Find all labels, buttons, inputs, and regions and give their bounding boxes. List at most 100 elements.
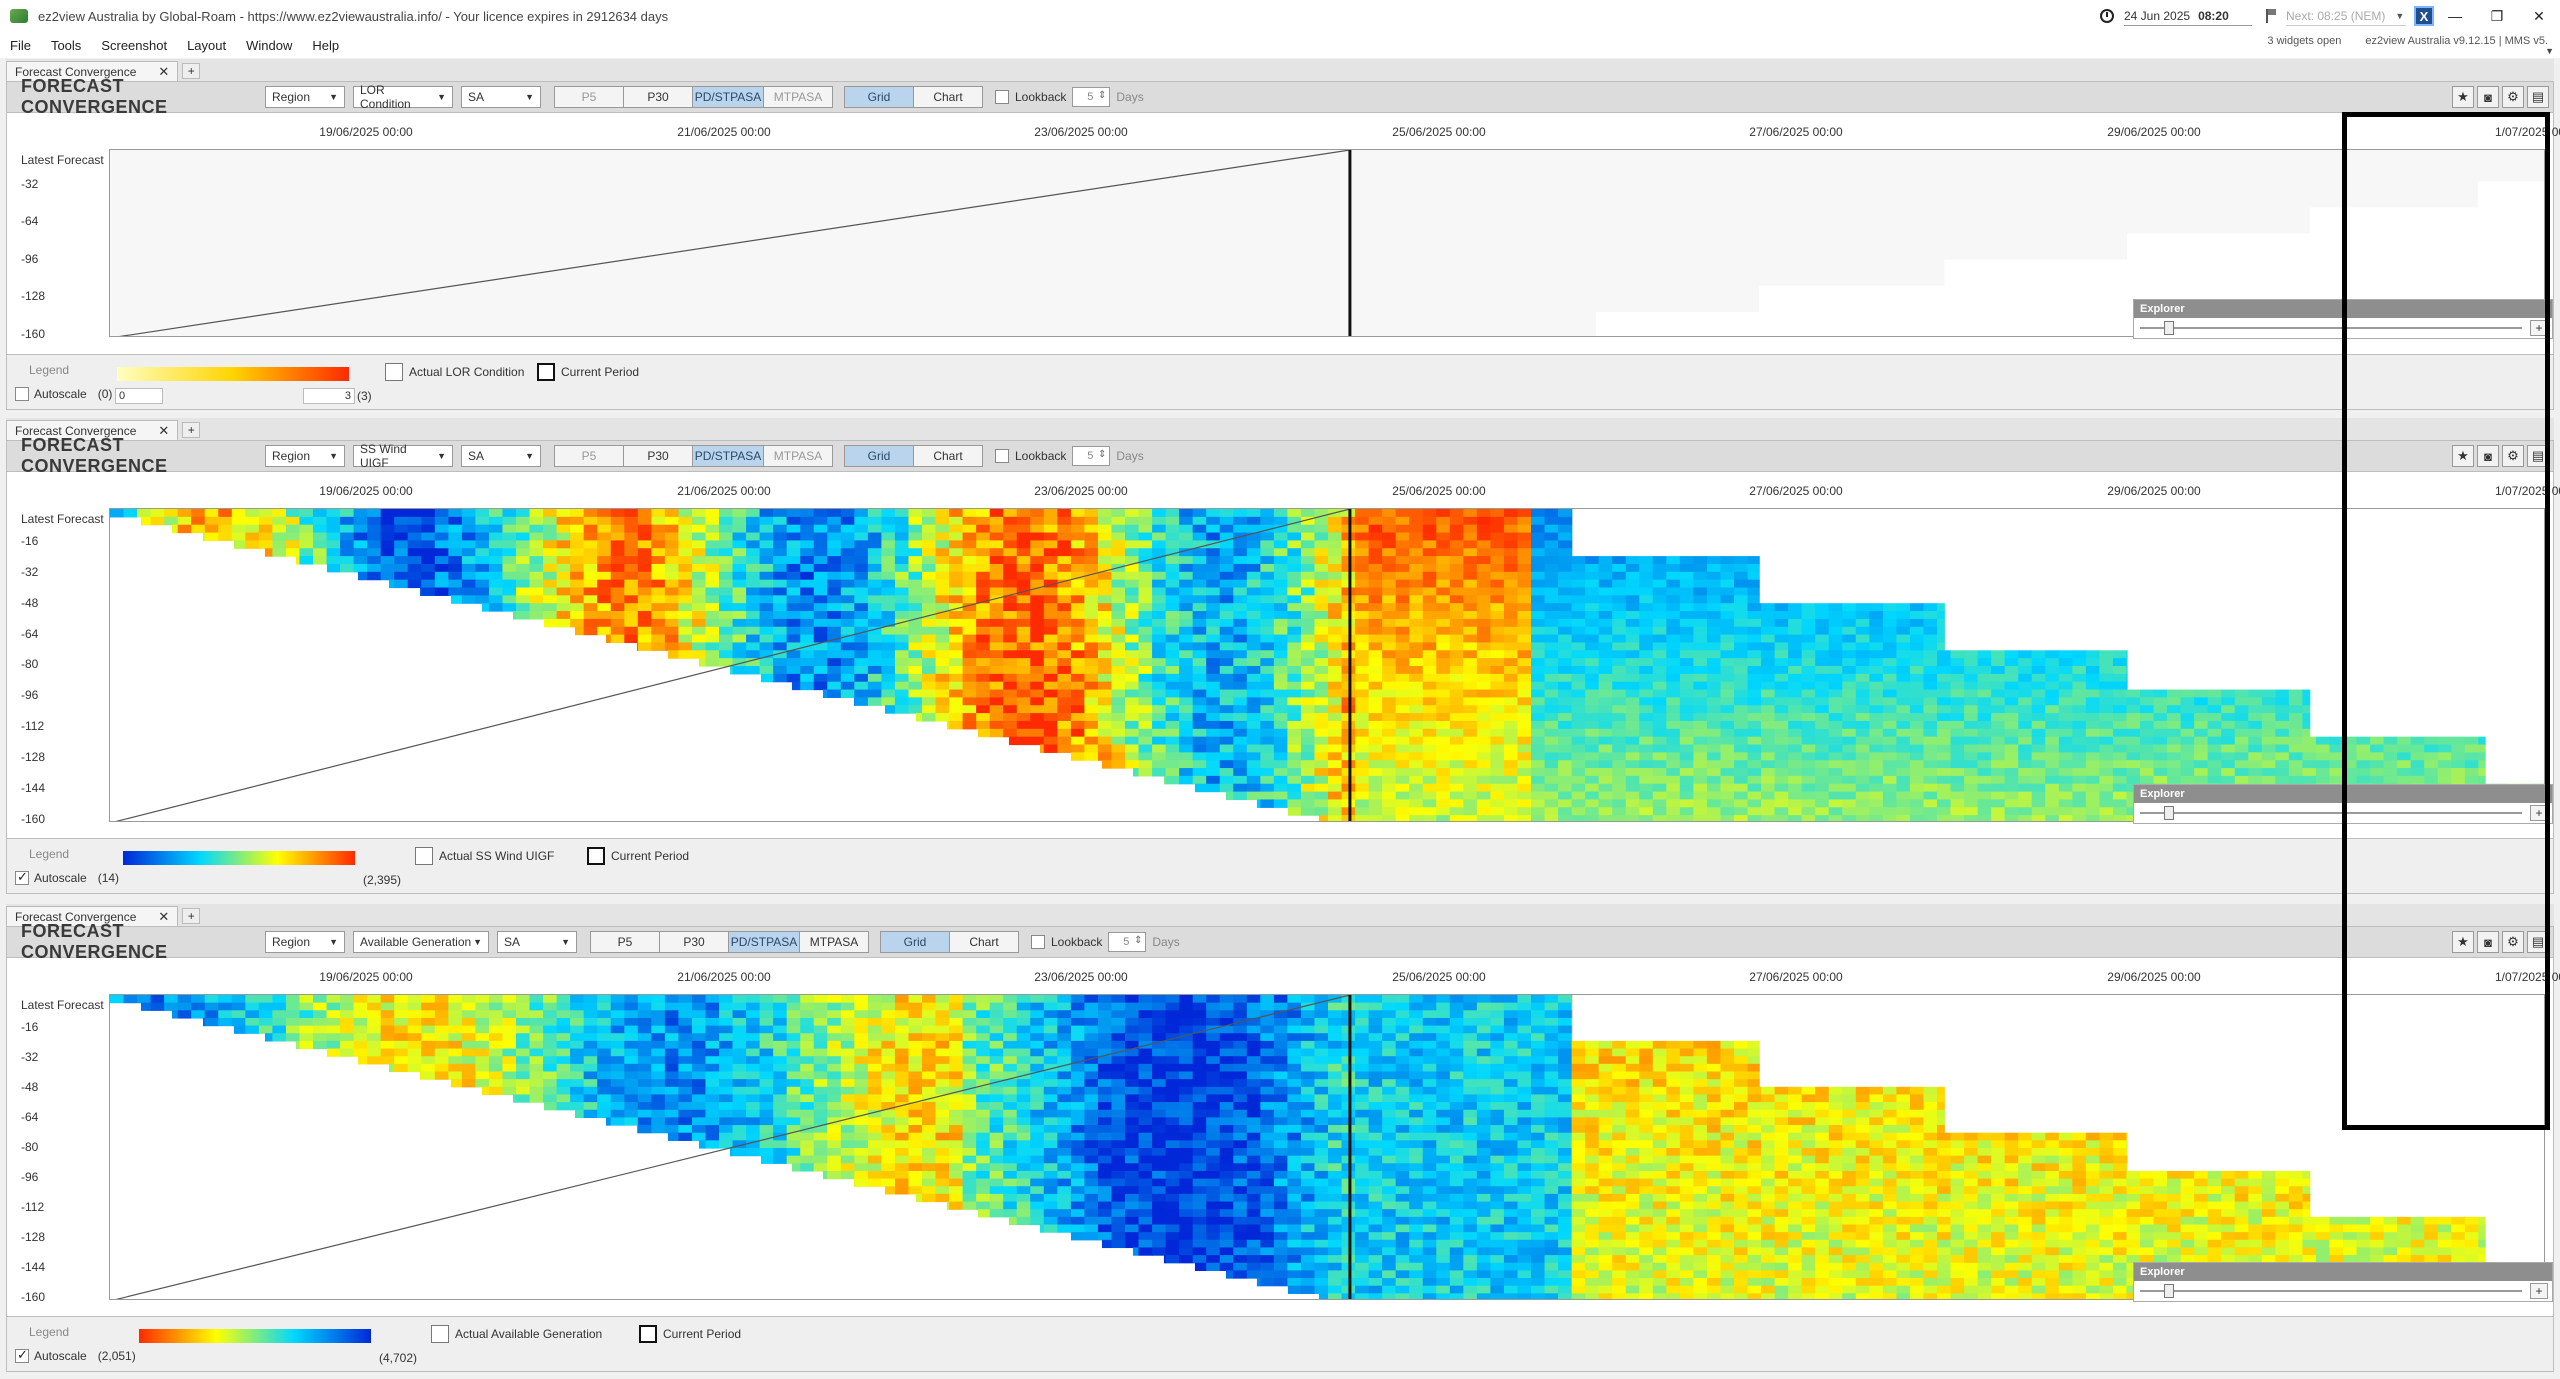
- explorer-slider-handle[interactable]: [2164, 806, 2174, 820]
- star-icon[interactable]: ★: [2452, 86, 2474, 108]
- tab-forecast-convergence[interactable]: Forecast Convergence ✕: [6, 906, 179, 926]
- clock-icon[interactable]: [2100, 9, 2114, 23]
- p5-button[interactable]: P5: [590, 931, 660, 953]
- actual-value-checkbox[interactable]: [415, 847, 433, 865]
- heatmap-cell: [1490, 579, 1505, 589]
- explorer-zoom-button[interactable]: +: [2530, 320, 2548, 336]
- lookback-checkbox[interactable]: [995, 449, 1009, 463]
- grid-button[interactable]: Grid: [844, 86, 914, 108]
- settings-icon[interactable]: ⚙: [2502, 445, 2524, 467]
- explorer-slider-handle[interactable]: [2164, 321, 2174, 335]
- pdstpasa-button[interactable]: PD/STPASA: [692, 445, 764, 467]
- lookback-checkbox[interactable]: [1031, 935, 1045, 949]
- chart-button[interactable]: Chart: [913, 86, 983, 108]
- flag-icon[interactable]: [2266, 9, 2278, 23]
- settings-icon[interactable]: ⚙: [2502, 86, 2524, 108]
- explorer-track[interactable]: +: [2134, 803, 2552, 823]
- lookback-checkbox[interactable]: [995, 90, 1009, 104]
- ez2view-badge-icon[interactable]: X: [2414, 6, 2434, 26]
- star-icon[interactable]: ★: [2452, 931, 2474, 953]
- metric-select[interactable]: Available Generation ▼: [353, 931, 489, 953]
- pdstpasa-button[interactable]: PD/STPASA: [728, 931, 800, 953]
- close-button[interactable]: ✕: [2533, 7, 2545, 24]
- grid-button[interactable]: Grid: [844, 445, 914, 467]
- add-tab-button[interactable]: +: [182, 908, 201, 924]
- comment-icon[interactable]: ▤: [2527, 86, 2549, 108]
- metric-select[interactable]: SS Wind UIGF ▼: [353, 442, 453, 470]
- heatmap-cell: [1449, 705, 1464, 714]
- lookback-days-stepper[interactable]: 5: [1108, 932, 1147, 952]
- mtpasa-button[interactable]: MTPASA: [763, 86, 833, 108]
- region-select[interactable]: Region ▼: [265, 86, 345, 108]
- close-tab-icon[interactable]: ✕: [158, 422, 170, 438]
- menu-window[interactable]: Window: [246, 37, 293, 53]
- mtpasa-button[interactable]: MTPASA: [763, 445, 833, 467]
- chevron-down-icon[interactable]: ▼: [2395, 10, 2405, 21]
- state-select[interactable]: SA ▼: [461, 86, 541, 108]
- heatmap-cell: [272, 1025, 287, 1034]
- heatmap-cell: [1734, 587, 1749, 596]
- minimize-button[interactable]: —: [2448, 8, 2462, 24]
- explorer-track[interactable]: +: [2134, 318, 2552, 338]
- heatmap-cell: [1016, 634, 1031, 644]
- actual-value-checkbox[interactable]: [385, 363, 403, 381]
- date-time-display[interactable]: 24 Jun 2025 08:20: [2124, 6, 2252, 26]
- actual-value-toggle[interactable]: Actual LOR Condition: [385, 363, 524, 381]
- add-tab-button[interactable]: +: [182, 63, 201, 79]
- current-period-toggle[interactable]: Current Period: [537, 363, 639, 381]
- restore-button[interactable]: ❐: [2490, 7, 2504, 24]
- star-icon[interactable]: ★: [2452, 445, 2474, 467]
- heatmap-cell: [1368, 807, 1383, 816]
- close-tab-icon[interactable]: ✕: [158, 63, 170, 79]
- menu-screenshot[interactable]: Screenshot: [101, 37, 168, 53]
- state-select[interactable]: SA ▼: [461, 445, 541, 467]
- camera-icon[interactable]: ◙: [2477, 931, 2499, 953]
- state-select[interactable]: SA ▼: [497, 931, 577, 953]
- current-period-toggle[interactable]: Current Period: [587, 847, 689, 865]
- p30-button[interactable]: P30: [623, 86, 693, 108]
- grid-button[interactable]: Grid: [880, 931, 950, 953]
- autoscale-checkbox[interactable]: [15, 387, 29, 401]
- close-tab-icon[interactable]: ✕: [158, 908, 170, 924]
- settings-icon[interactable]: ⚙: [2502, 931, 2524, 953]
- scale-max-input[interactable]: 3: [303, 388, 355, 404]
- heatmap-cell: [1043, 509, 1058, 518]
- current-period-checkbox[interactable]: [587, 847, 605, 865]
- heatmap-plot[interactable]: [109, 508, 2545, 822]
- heatmap-cell: [1355, 595, 1370, 604]
- heatmap-cell: [2302, 697, 2311, 706]
- menu-tools[interactable]: Tools: [50, 37, 82, 53]
- autoscale-toggle[interactable]: Autoscale (14): [15, 869, 119, 885]
- tab-forecast-convergence[interactable]: Forecast Convergence ✕: [6, 420, 179, 440]
- menu-help[interactable]: Help: [312, 37, 340, 53]
- camera-icon[interactable]: ◙: [2477, 86, 2499, 108]
- menu-layout[interactable]: Layout: [187, 37, 227, 53]
- tab-forecast-convergence[interactable]: Forecast Convergence ✕: [6, 61, 179, 81]
- autoscale-toggle[interactable]: Autoscale (0): [15, 387, 112, 401]
- heatmap-cell: [908, 516, 923, 526]
- chevron-down-icon[interactable]: ▼: [2545, 46, 2554, 56]
- chart-button[interactable]: Chart: [913, 445, 983, 467]
- scale-min-input[interactable]: 0: [115, 388, 163, 404]
- actual-value-toggle[interactable]: Actual SS Wind UIGF: [415, 847, 554, 865]
- current-period-checkbox[interactable]: [537, 363, 555, 381]
- mtpasa-button[interactable]: MTPASA: [799, 931, 869, 953]
- region-select[interactable]: Region ▼: [265, 445, 345, 467]
- chart-button[interactable]: Chart: [949, 931, 1019, 953]
- heatmap-cell: [637, 626, 652, 636]
- next-interval[interactable]: Next: 08:25 (NEM) ▼: [2286, 6, 2406, 26]
- metric-select[interactable]: LOR Condition ▼: [353, 83, 453, 111]
- camera-icon[interactable]: ◙: [2477, 445, 2499, 467]
- region-select[interactable]: Region ▼: [265, 931, 345, 953]
- p5-button[interactable]: P5: [554, 445, 624, 467]
- menu-file[interactable]: File: [10, 37, 31, 53]
- p5-button[interactable]: P5: [554, 86, 624, 108]
- pdstpasa-button[interactable]: PD/STPASA: [692, 86, 764, 108]
- lookback-days-stepper[interactable]: 5: [1072, 87, 1111, 107]
- autoscale-checkbox[interactable]: [15, 869, 29, 885]
- add-tab-button[interactable]: +: [182, 422, 201, 438]
- heatmap-plot[interactable]: [109, 994, 2545, 1300]
- p30-button[interactable]: P30: [659, 931, 729, 953]
- lookback-days-stepper[interactable]: 5: [1072, 446, 1111, 466]
- p30-button[interactable]: P30: [623, 445, 693, 467]
